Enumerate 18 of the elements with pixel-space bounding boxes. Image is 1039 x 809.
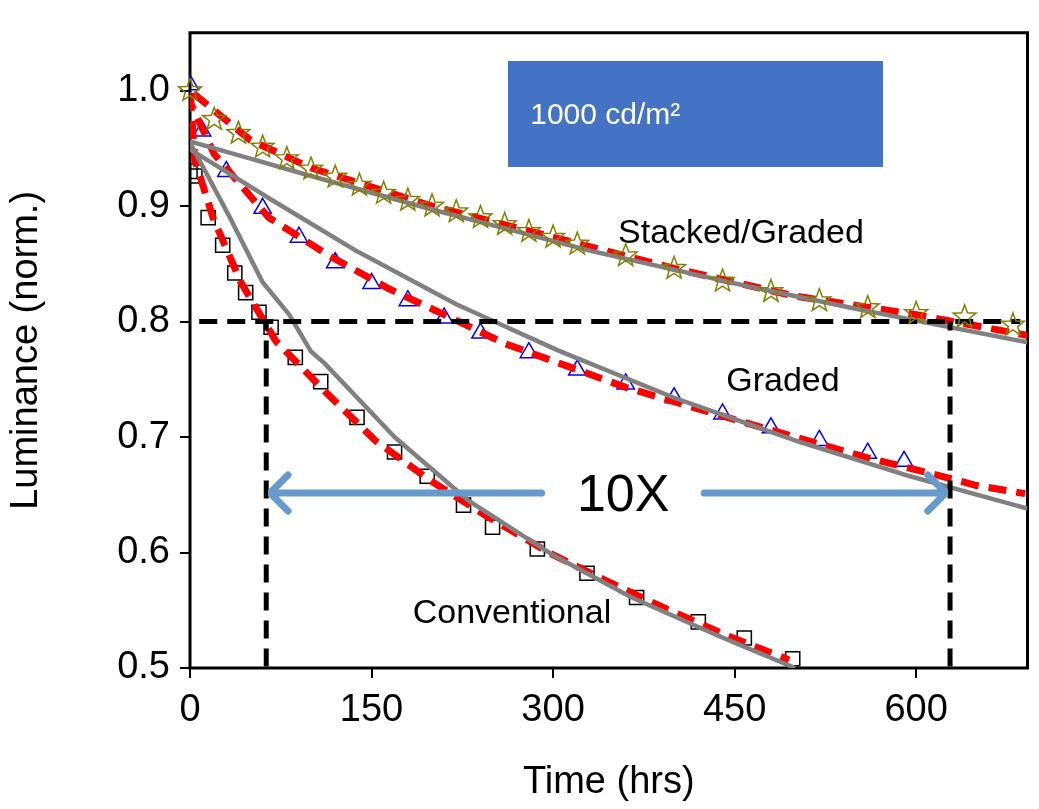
x-tick-label: 0 (179, 687, 201, 730)
y-tick-label: 0.9 (117, 182, 170, 225)
text-box: 1000 cd/m² (508, 61, 883, 168)
y-tick-label: 0.6 (117, 528, 170, 571)
series-label: Conventional (412, 591, 612, 630)
y-tick-label: 0.7 (117, 413, 170, 456)
x-tick-label: 450 (702, 687, 767, 730)
x-tick-label: 300 (521, 687, 585, 730)
x-axis-title: Time (hrs) (522, 758, 695, 801)
annotation: 10X (576, 463, 670, 522)
series-label: Stacked/Graded (618, 211, 864, 250)
y-tick-label: 0.8 (117, 298, 170, 341)
y-tick-label: 1.0 (117, 67, 170, 110)
y-tick-label: 0.5 (117, 644, 170, 687)
x-tick-label: 600 (884, 687, 948, 730)
x-tick-label: 150 (339, 687, 404, 730)
y-axis-title: Luminance (norm.) (3, 190, 46, 510)
series-label: Graded (726, 360, 840, 399)
